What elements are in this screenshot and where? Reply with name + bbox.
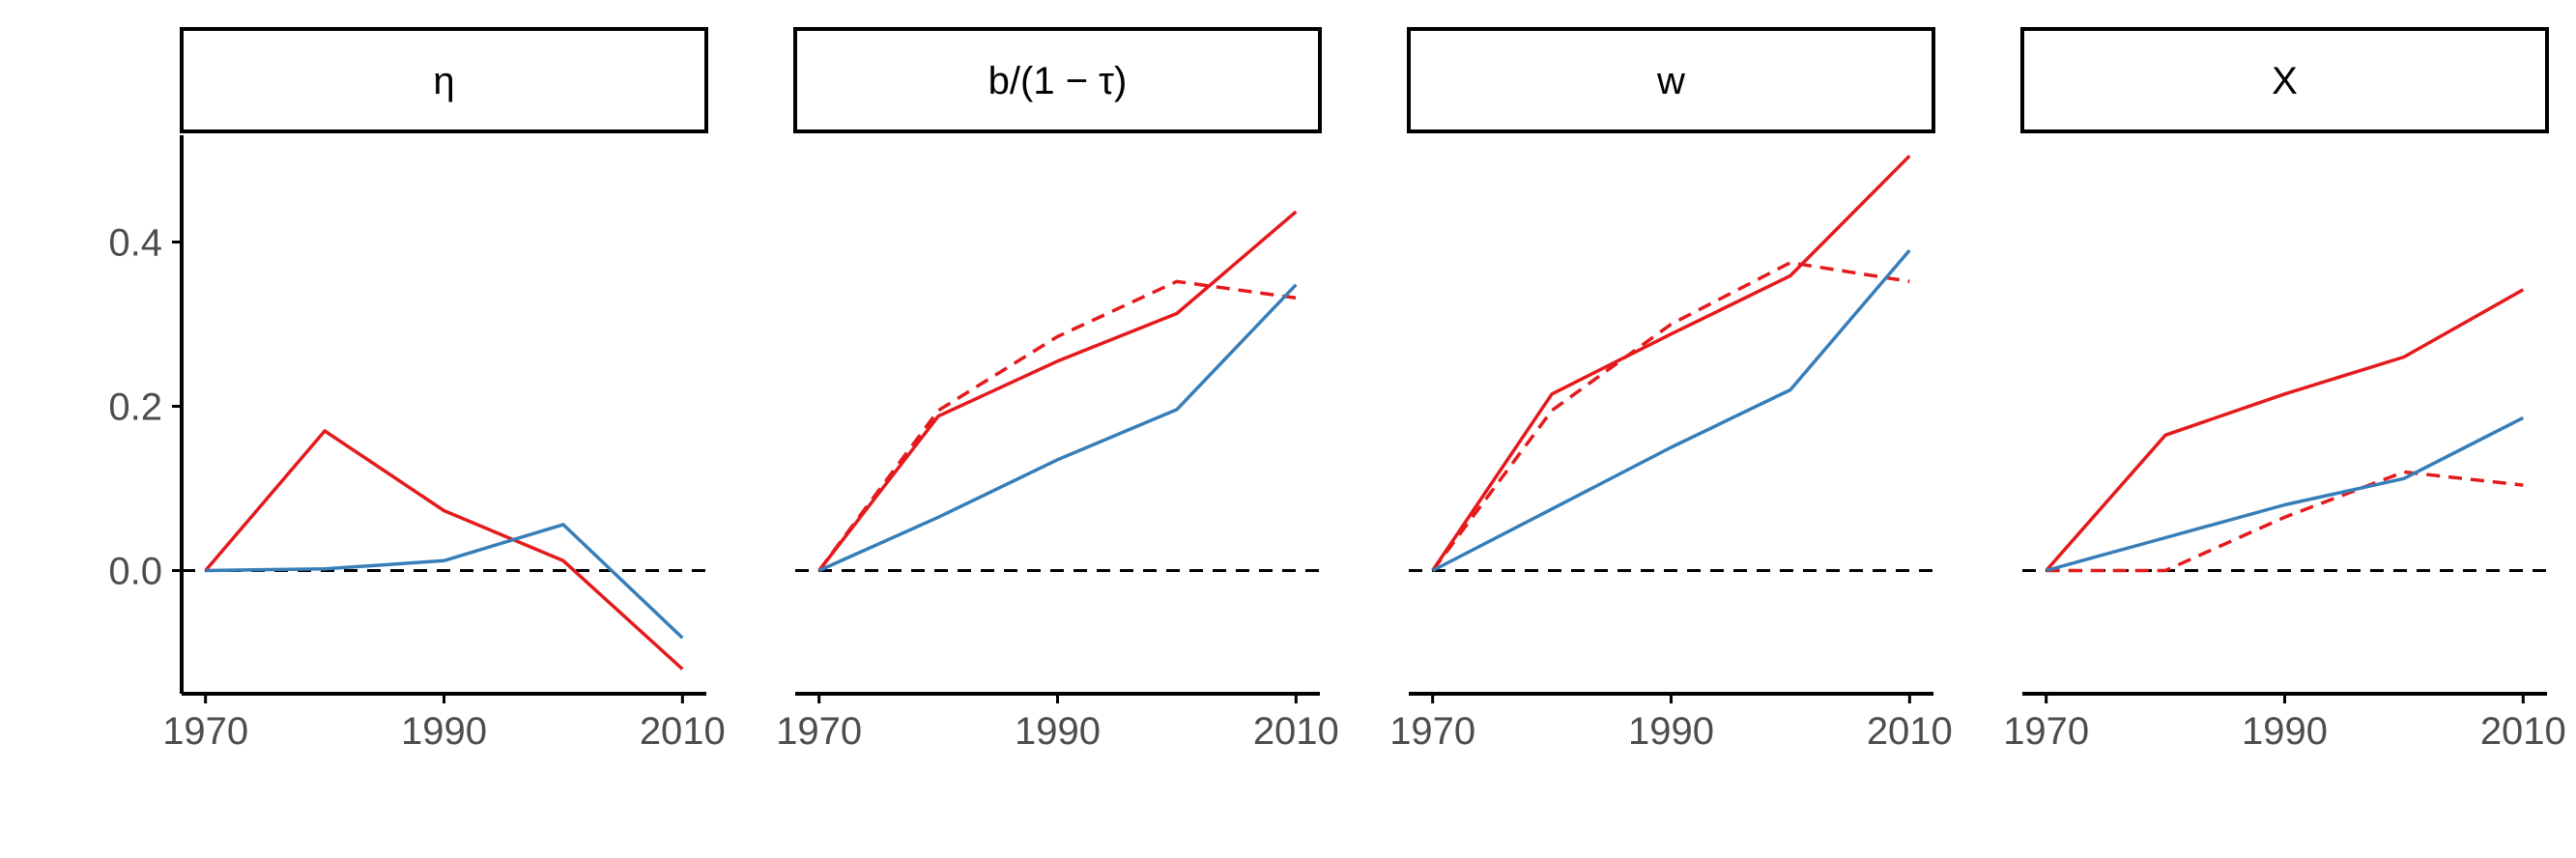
panel-1: η 1970 1990 2010 (162, 27, 726, 753)
x-tick-label: 1990 (401, 710, 487, 753)
series-line-red-solid (817, 210, 1298, 572)
x-tick-label: 2010 (640, 710, 726, 753)
y-tick-label: 0.0 (108, 551, 162, 593)
x-tick-label: 2010 (1253, 710, 1339, 753)
panel-strip (2020, 27, 2549, 133)
x-tick-label: 1970 (162, 710, 248, 753)
x-tick-label: 1990 (2242, 710, 2328, 753)
panel-title: X (2272, 60, 2298, 102)
panel-3: w 1970 1990 2010 (1389, 27, 1953, 753)
x-tick-label: 1970 (2003, 710, 2089, 753)
y-tick-label: 0.2 (108, 386, 162, 429)
panel-title: b/(1 − τ) (988, 60, 1128, 102)
series-line-red-dashed (1431, 261, 1910, 572)
panel-strip (793, 27, 1322, 133)
series-line-red-dashed (817, 279, 1297, 572)
series-line-blue-solid (1431, 248, 1911, 573)
series-line-red-dashed (2046, 470, 2524, 573)
series-line-blue-solid (817, 283, 1298, 573)
panel-4: X 1970 1990 2010 (2003, 27, 2566, 753)
panel-title: w (1656, 60, 1685, 102)
panel-strip (180, 27, 708, 133)
x-tick-label: 1990 (1015, 710, 1101, 753)
panel-strip (1407, 27, 1935, 133)
x-tick-label: 1970 (1389, 710, 1475, 753)
x-tick-label: 2010 (1867, 710, 1953, 753)
series-line-blue-solid (2046, 415, 2525, 573)
series-line-red-solid (2045, 288, 2525, 572)
series-line-blue-solid (205, 523, 684, 640)
panels-layer: η 1970 1990 2010 b/(1 − τ) 1970 1990 2010 w 1970 1… (162, 27, 2566, 753)
series-line-red-solid (204, 429, 684, 671)
x-tick-label: 1990 (1628, 710, 1714, 753)
x-tick-label: 2010 (2480, 710, 2566, 753)
panel-title: η (433, 60, 454, 102)
series-line-red-solid (1431, 155, 1911, 572)
y-tick-label: 0.4 (108, 222, 162, 265)
x-tick-label: 1970 (776, 710, 862, 753)
panel-2: b/(1 − τ) 1970 1990 2010 (776, 27, 1339, 753)
y-axis: 0.0 0.2 0.4 (108, 135, 184, 694)
